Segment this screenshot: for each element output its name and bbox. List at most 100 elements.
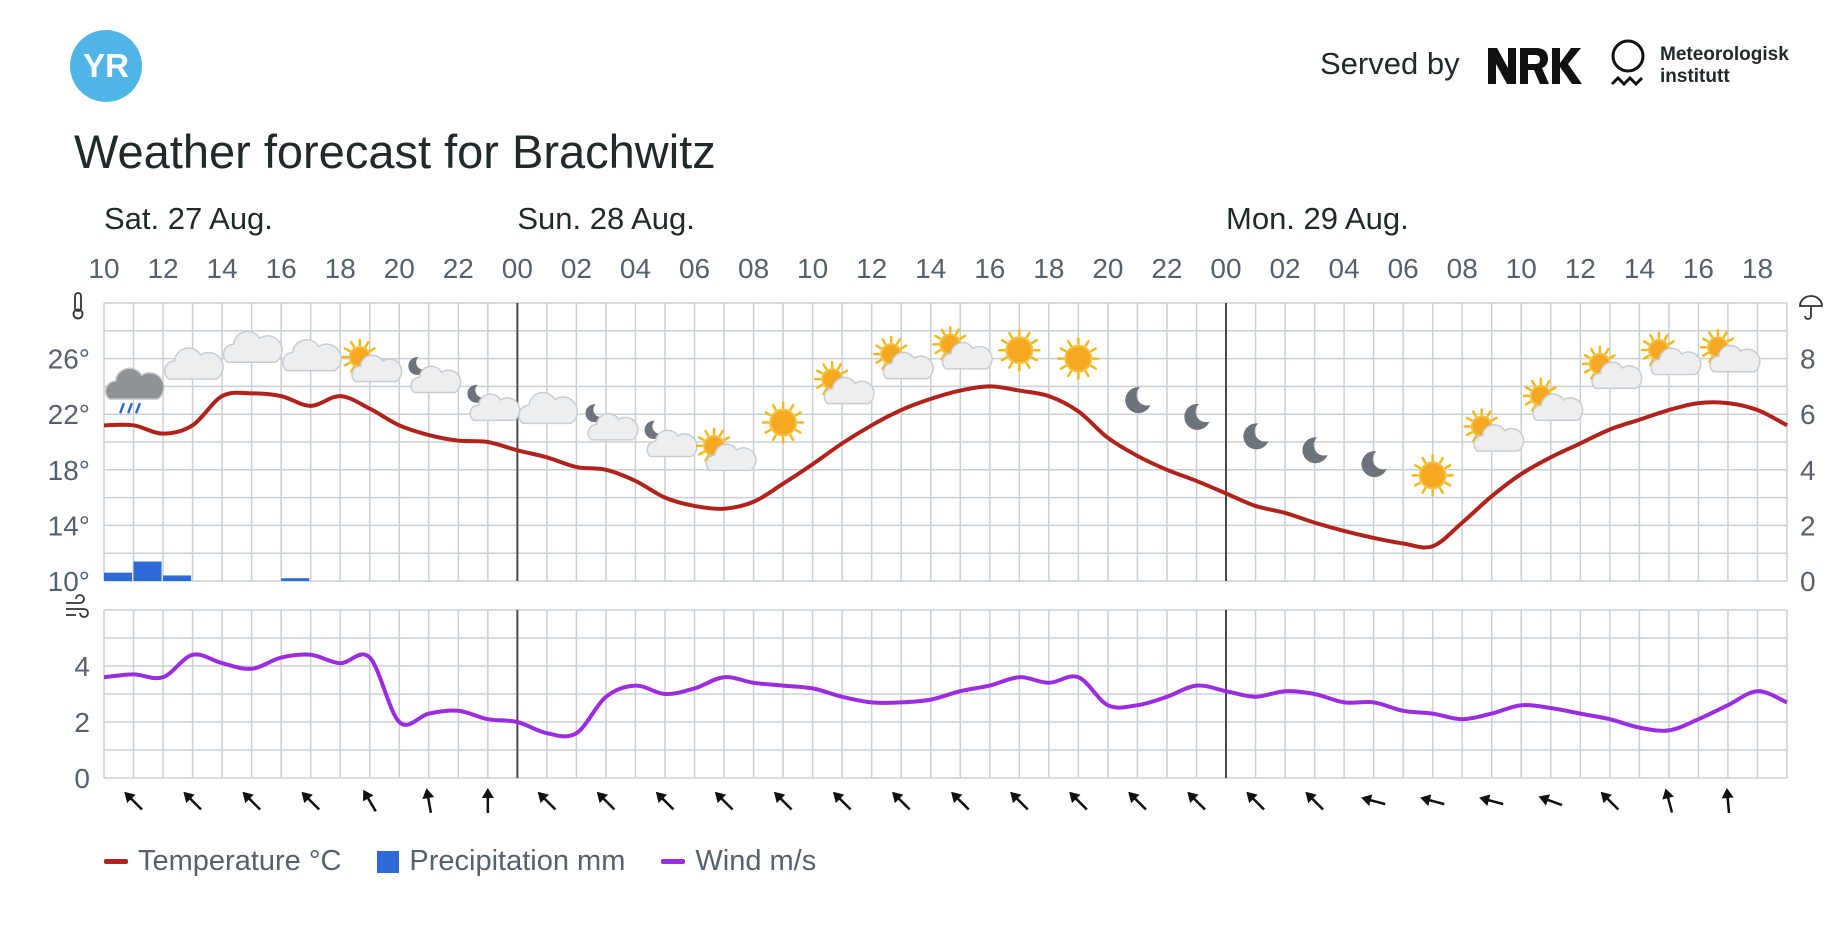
sun-ray <box>1059 364 1067 370</box>
legend-wind-label: Wind m/s <box>695 845 817 877</box>
arrow-head <box>1361 794 1373 807</box>
sun-ray <box>1471 435 1477 443</box>
cloud-shape <box>469 393 521 422</box>
hour-tick-label: 18 <box>1742 253 1773 284</box>
legend-temperature-label: Temperature °C <box>138 845 342 877</box>
sun-ray <box>1008 362 1014 369</box>
arrow-head <box>773 791 786 804</box>
sun-ray <box>1465 416 1473 422</box>
arrow-head <box>1538 794 1551 806</box>
sun-ray <box>1649 359 1655 366</box>
sun-ray <box>895 338 901 346</box>
hour-tick-label: 12 <box>1565 253 1596 284</box>
wind-direction-arrow <box>1010 791 1029 811</box>
partly-cloudy-night-icon <box>585 404 639 441</box>
sun-ray <box>934 334 942 340</box>
sun-ray <box>1668 340 1675 346</box>
sun-ray <box>794 411 802 417</box>
partly-cloudy-day-icon <box>932 326 993 370</box>
arrow-head <box>422 788 435 800</box>
precipitation-y-tick: 6 <box>1800 399 1816 430</box>
sun-ray <box>1000 339 1008 345</box>
precipitation-bar <box>133 561 162 581</box>
precipitation-bar <box>281 578 310 581</box>
raindrop <box>119 402 125 414</box>
hour-tick-label: 20 <box>1092 253 1123 284</box>
wind-line <box>103 652 1788 739</box>
hour-tick-label: 20 <box>384 253 415 284</box>
arrow-head <box>1420 794 1432 807</box>
umbrella-canopy <box>1799 295 1823 307</box>
sun-ray <box>1531 379 1537 387</box>
arrow-head <box>1069 791 1081 804</box>
sun-ray <box>1471 410 1477 418</box>
moon-crescent <box>1125 387 1151 414</box>
wind-direction-arrow <box>655 791 675 811</box>
cloud-shape <box>281 338 342 372</box>
sun-ray <box>1604 347 1610 355</box>
sun-ray <box>1438 487 1444 494</box>
sun-ray <box>875 358 883 364</box>
hour-tick-label: 16 <box>974 253 1005 284</box>
arrow-head <box>124 791 136 804</box>
met-institute-name: Meteorologisk institutt <box>1660 44 1789 88</box>
sun-ray <box>349 340 355 348</box>
sun-ray <box>1486 410 1492 418</box>
hour-tick-label: 16 <box>1683 253 1714 284</box>
cloud-shape <box>941 342 993 370</box>
day-label: Mon. 29 Aug. <box>1226 201 1409 236</box>
svg-text:YR: YR <box>83 47 129 84</box>
wind-direction-arrow <box>1069 791 1088 811</box>
cloud-shape <box>1650 347 1702 376</box>
hour-tick-label: 14 <box>1624 253 1655 284</box>
thermometer-stem <box>74 292 82 312</box>
partly-cloudy-night-icon <box>644 420 698 458</box>
precipitation-bar <box>104 572 133 581</box>
thermometer-bulb <box>72 308 84 320</box>
temperature-y-tick: 14° <box>48 510 90 541</box>
arrow-head <box>363 789 374 802</box>
sun-ray <box>771 403 777 411</box>
sun-ray <box>1421 456 1427 464</box>
sun-ray <box>1590 373 1596 380</box>
arrow-head <box>537 791 550 804</box>
wind-y-tick: 0 <box>74 763 90 794</box>
wind-direction-arrow <box>596 791 616 811</box>
wind-direction-arrow <box>301 791 321 811</box>
cloud-shape <box>1473 424 1525 452</box>
sun-ray <box>1708 356 1714 364</box>
moon-crescent <box>1184 403 1210 430</box>
wind-direction-arrow <box>242 791 262 811</box>
sun-ray <box>940 328 946 336</box>
arrow-head <box>242 791 254 804</box>
wind-direction-arrow <box>1538 794 1563 807</box>
hour-tick-label: 06 <box>1388 253 1419 284</box>
sun-ray <box>1025 362 1031 369</box>
cloud-shape <box>351 354 403 383</box>
wind-direction-arrow <box>1721 788 1734 814</box>
temperature-y-tick: 22° <box>48 399 90 430</box>
partly-cloudy-night-icon <box>408 356 462 394</box>
wind-direction-arrow <box>773 791 793 811</box>
legend-temperature-swatch <box>104 859 128 864</box>
legend-precipitation-swatch <box>377 850 400 873</box>
sun-ray <box>1059 347 1067 353</box>
sun-ray <box>723 436 731 442</box>
sun-ray <box>704 429 710 437</box>
sun-ray <box>822 363 828 371</box>
sun-ray <box>1649 334 1655 341</box>
sun-ray <box>789 434 795 442</box>
sun-ray <box>771 434 777 442</box>
sun-ray <box>1583 368 1591 374</box>
rain-icon <box>104 367 165 414</box>
wind-direction-arrow <box>1662 788 1674 813</box>
temperature-y-tick: 18° <box>48 455 90 486</box>
sun-ray <box>1531 405 1537 412</box>
sun-ray <box>1414 481 1421 487</box>
wind-direction-arrow <box>714 791 734 811</box>
sun-ray <box>704 455 710 462</box>
chart-legend: Temperature °C Precipitation mm Wind m/s <box>104 845 852 878</box>
arrow-head <box>183 791 195 804</box>
arrow-head <box>301 791 313 804</box>
umbrella-icon <box>1799 295 1823 320</box>
